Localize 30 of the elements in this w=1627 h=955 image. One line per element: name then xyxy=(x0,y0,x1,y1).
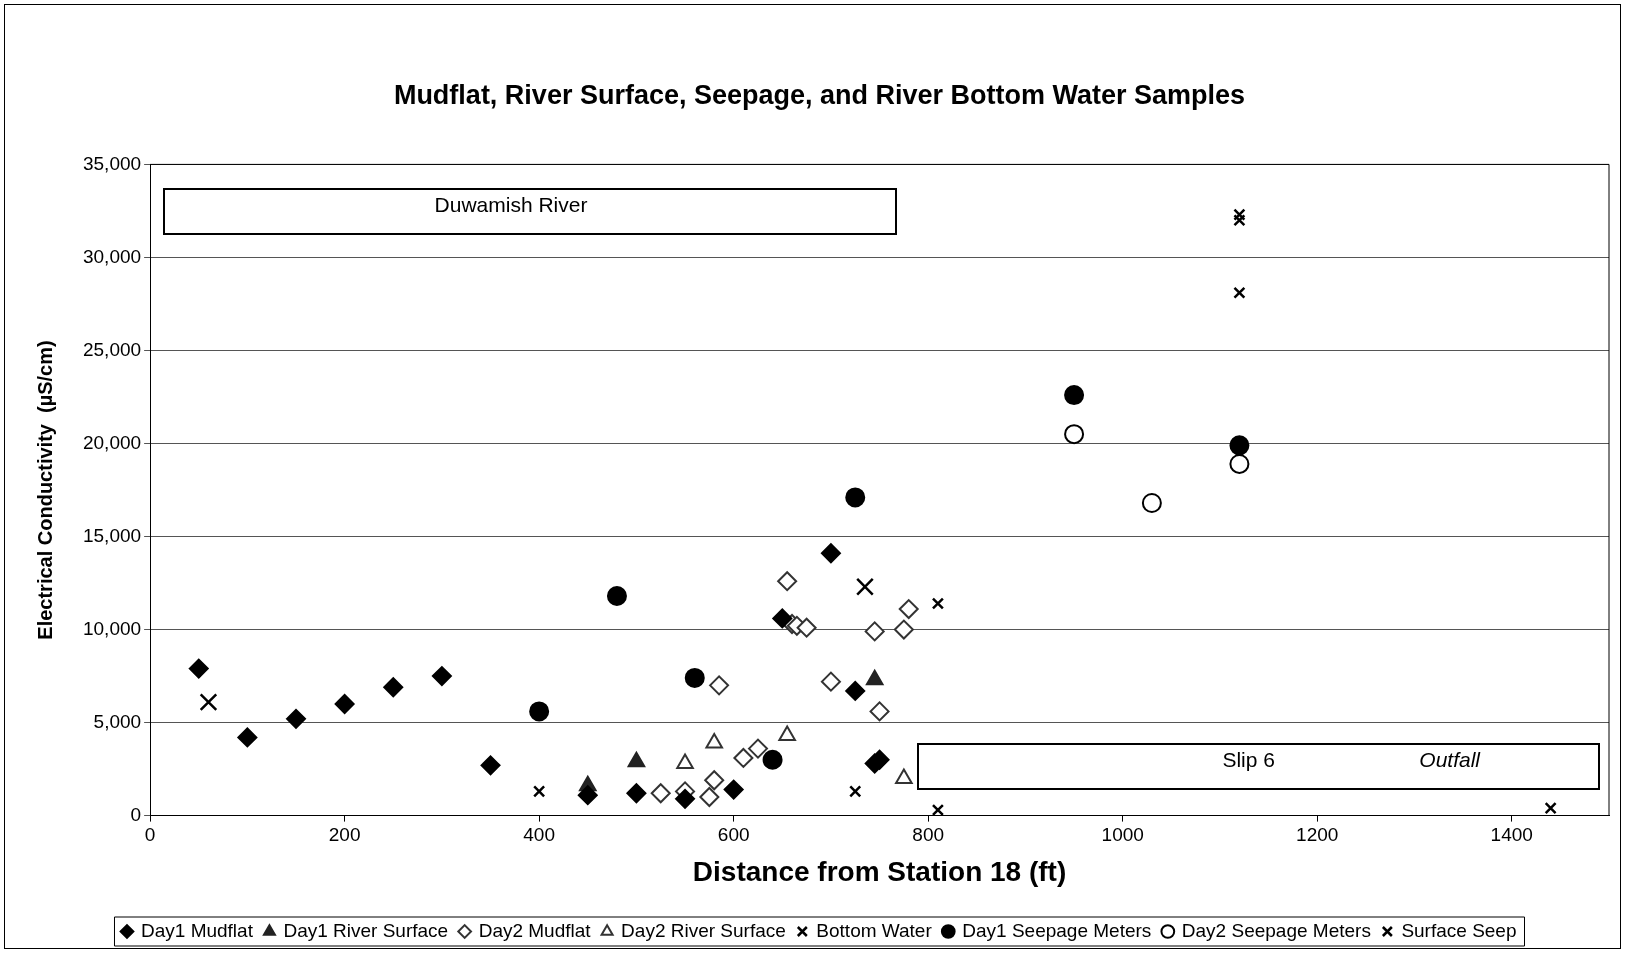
y-tick-label: 10,000 xyxy=(82,617,142,639)
legend-label: Day2 River Surface xyxy=(621,919,786,941)
y-axis-title: Electrical Conductivity (µS/cm) xyxy=(33,340,56,640)
legend-label: Day1 Mudflat xyxy=(140,919,254,941)
x-tick-label: 200 xyxy=(328,824,361,846)
y-tick-label: 5,000 xyxy=(93,710,142,732)
annotation: Outfall xyxy=(1419,748,1481,773)
x-tick-label: 1000 xyxy=(1101,824,1144,846)
y-tick-label: 25,000 xyxy=(82,338,142,360)
y-tick-label: 0 xyxy=(130,803,142,825)
x-tick-label: 800 xyxy=(912,824,945,846)
legend-label: Day2 Seepage Meters xyxy=(1181,919,1371,941)
legend-label: Bottom Water xyxy=(816,919,933,941)
legend-label: Day1 River Surface xyxy=(283,919,449,941)
y-tick-label: 30,000 xyxy=(82,245,142,267)
annotation: Duwamish River xyxy=(434,193,588,218)
x-tick-label: 1400 xyxy=(1490,824,1533,846)
x-tick-label: 0 xyxy=(144,824,156,846)
x-tick-label: 1200 xyxy=(1296,824,1339,846)
chart-title: Mudflat, River Surface, Seepage, and River Bottom Water Samples xyxy=(393,79,1246,110)
annotation: Slip 6 xyxy=(1222,748,1275,773)
legend-label: Day2 Mudflat xyxy=(478,919,592,941)
x-tick-label: 600 xyxy=(717,824,750,846)
x-tick-label: 400 xyxy=(523,824,555,846)
y-tick-label: 35,000 xyxy=(82,152,142,174)
legend-label: Day1 Seepage Meters xyxy=(962,919,1152,941)
y-tick-label: 20,000 xyxy=(82,431,142,453)
x-axis-title: Distance from Station 18 (ft) xyxy=(692,855,1067,887)
legend-label: Surface Seep xyxy=(1401,919,1517,941)
y-tick-label: 15,000 xyxy=(82,524,142,546)
